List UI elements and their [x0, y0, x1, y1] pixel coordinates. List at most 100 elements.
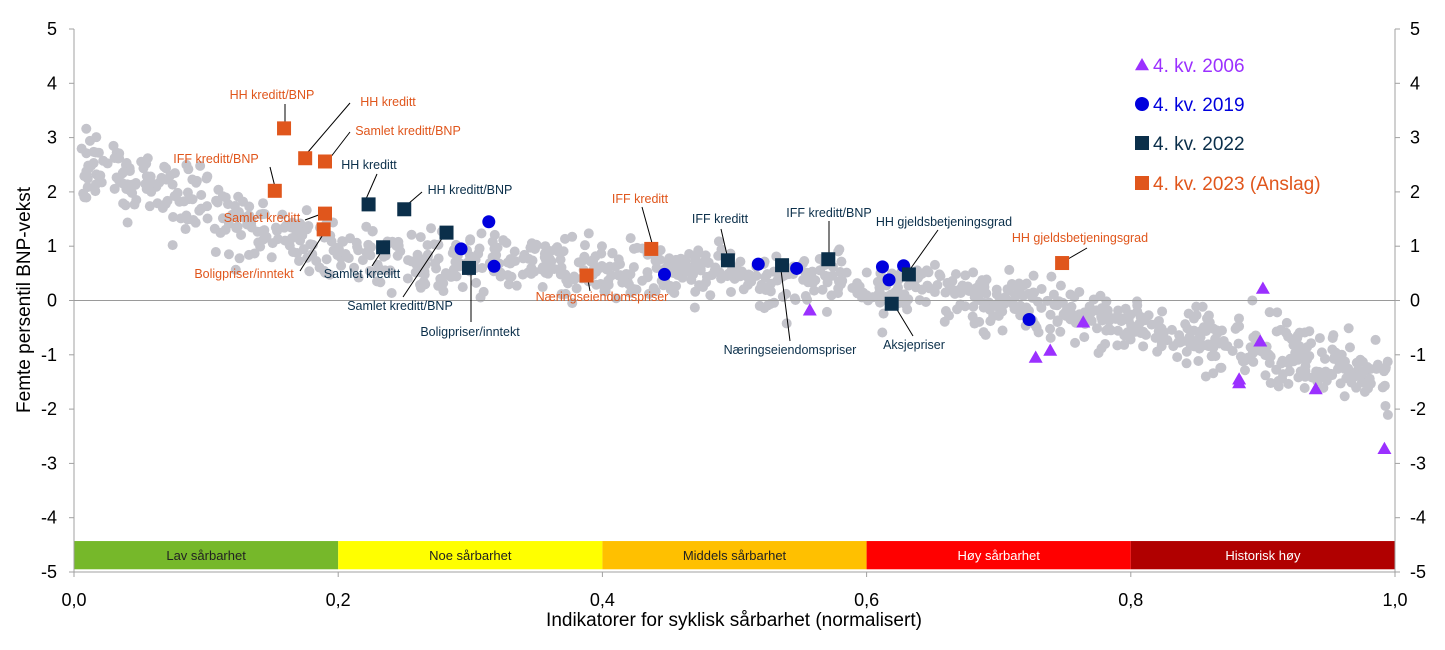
background-point	[90, 186, 101, 197]
background-point	[856, 292, 867, 303]
background-point	[304, 266, 315, 277]
annotation-label: IFF kreditt	[612, 192, 669, 206]
annotation-label: HH gjeldsbetjeningsgrad	[876, 215, 1012, 229]
background-point	[232, 222, 243, 233]
background-point	[159, 161, 170, 172]
background-point	[1172, 352, 1183, 363]
band-label: Middels sårbarhet	[683, 548, 787, 563]
background-point	[728, 265, 739, 276]
background-point	[391, 240, 402, 251]
y-tick-label-right: -3	[1410, 453, 1426, 473]
band-label: Lav sårbarhet	[166, 548, 246, 563]
legend-marker	[1135, 136, 1149, 150]
background-point	[118, 166, 129, 177]
background-point	[615, 259, 626, 270]
background-point	[1264, 358, 1275, 369]
background-point	[298, 244, 309, 255]
legend-marker	[1135, 58, 1149, 71]
background-point	[353, 272, 364, 283]
background-point	[686, 274, 697, 285]
background-point	[617, 277, 628, 288]
series-1-point	[487, 259, 501, 273]
background-point	[180, 224, 191, 235]
y-tick-label: -3	[41, 453, 57, 473]
background-point	[517, 269, 528, 280]
background-point	[431, 263, 442, 274]
background-point	[979, 278, 990, 289]
background-point	[1377, 382, 1388, 393]
y-tick-label: -1	[41, 345, 57, 365]
series-2-point	[775, 258, 790, 273]
background-point	[352, 241, 363, 252]
background-point	[1358, 366, 1369, 377]
background-point	[364, 265, 375, 276]
background-point	[1335, 362, 1346, 373]
background-point	[1208, 368, 1219, 379]
series-1-point	[751, 257, 765, 271]
background-point	[1069, 292, 1080, 303]
annotation-label: Samlet kreditt/BNP	[355, 124, 461, 138]
background-point	[751, 270, 762, 281]
background-point	[1216, 325, 1227, 336]
annotation-leader	[407, 191, 423, 205]
background-point	[935, 271, 946, 282]
background-point	[196, 190, 207, 201]
annotation-label: HH kreditt/BNP	[428, 183, 513, 197]
background-point	[781, 318, 792, 329]
background-point	[415, 279, 426, 290]
background-point	[578, 255, 589, 266]
series-0-point	[1028, 350, 1043, 363]
annotation-label: Boligpriser/inntekt	[420, 325, 520, 339]
background-point	[562, 278, 573, 289]
annotation-leader	[641, 206, 653, 244]
y-tick-label-right: 1	[1410, 236, 1420, 256]
background-point	[297, 230, 308, 241]
background-point	[324, 269, 335, 280]
background-point	[1045, 309, 1056, 320]
y-tick-label-right: 0	[1410, 291, 1420, 311]
legend-label: 4. kv. 2006	[1153, 56, 1245, 77]
background-point	[1113, 305, 1124, 316]
background-point	[220, 192, 231, 203]
series-0-point	[1253, 334, 1268, 347]
x-tick-label: 0,6	[854, 590, 879, 610]
background-point	[1023, 305, 1034, 316]
background-point	[527, 255, 538, 266]
background-point	[738, 284, 749, 295]
y-tick-label-right: 4	[1410, 73, 1420, 93]
background-point	[188, 215, 199, 226]
background-point	[290, 221, 301, 232]
background-point	[1079, 332, 1090, 343]
axis-ticks: -5 -5 -4 -4 -3 -3 -2 -2 -1 -1 0 0 1 1 2 2 3 3 4 4 5 5 0,0 0,2 0,…	[41, 19, 1426, 610]
background-point	[1115, 313, 1126, 324]
background-point	[893, 274, 904, 285]
background-point	[967, 311, 978, 322]
background-point	[1234, 321, 1245, 332]
background-point	[878, 308, 889, 319]
background-point	[690, 255, 701, 266]
annotation-leader	[269, 166, 276, 188]
background-point	[705, 290, 716, 301]
background-point	[1055, 280, 1066, 291]
background-point	[1382, 409, 1393, 420]
background-point	[765, 286, 776, 297]
legend-label: 4. kv. 2023 (Anslag)	[1153, 174, 1321, 195]
background-point	[949, 285, 960, 296]
background-point	[1004, 264, 1015, 275]
background-point	[697, 281, 708, 292]
background-point	[1036, 283, 1047, 294]
background-point	[314, 262, 325, 273]
background-point	[1281, 327, 1292, 338]
band-1	[338, 541, 603, 570]
background-point	[201, 173, 212, 184]
background-point	[372, 276, 383, 287]
background-point	[693, 245, 704, 256]
background-point	[118, 178, 129, 189]
background-point	[127, 188, 138, 199]
background-point	[476, 228, 487, 239]
background-point	[603, 279, 614, 290]
annotation-label: IFF kreditt/BNP	[173, 152, 258, 166]
background-point	[651, 263, 662, 274]
background-point	[1318, 382, 1329, 393]
y-axis-title: Femte persentil BNP-vekst	[14, 186, 35, 413]
